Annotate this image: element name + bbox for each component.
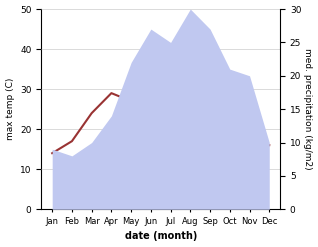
X-axis label: date (month): date (month): [125, 231, 197, 242]
Y-axis label: med. precipitation (kg/m2): med. precipitation (kg/m2): [303, 48, 313, 170]
Y-axis label: max temp (C): max temp (C): [5, 78, 15, 140]
